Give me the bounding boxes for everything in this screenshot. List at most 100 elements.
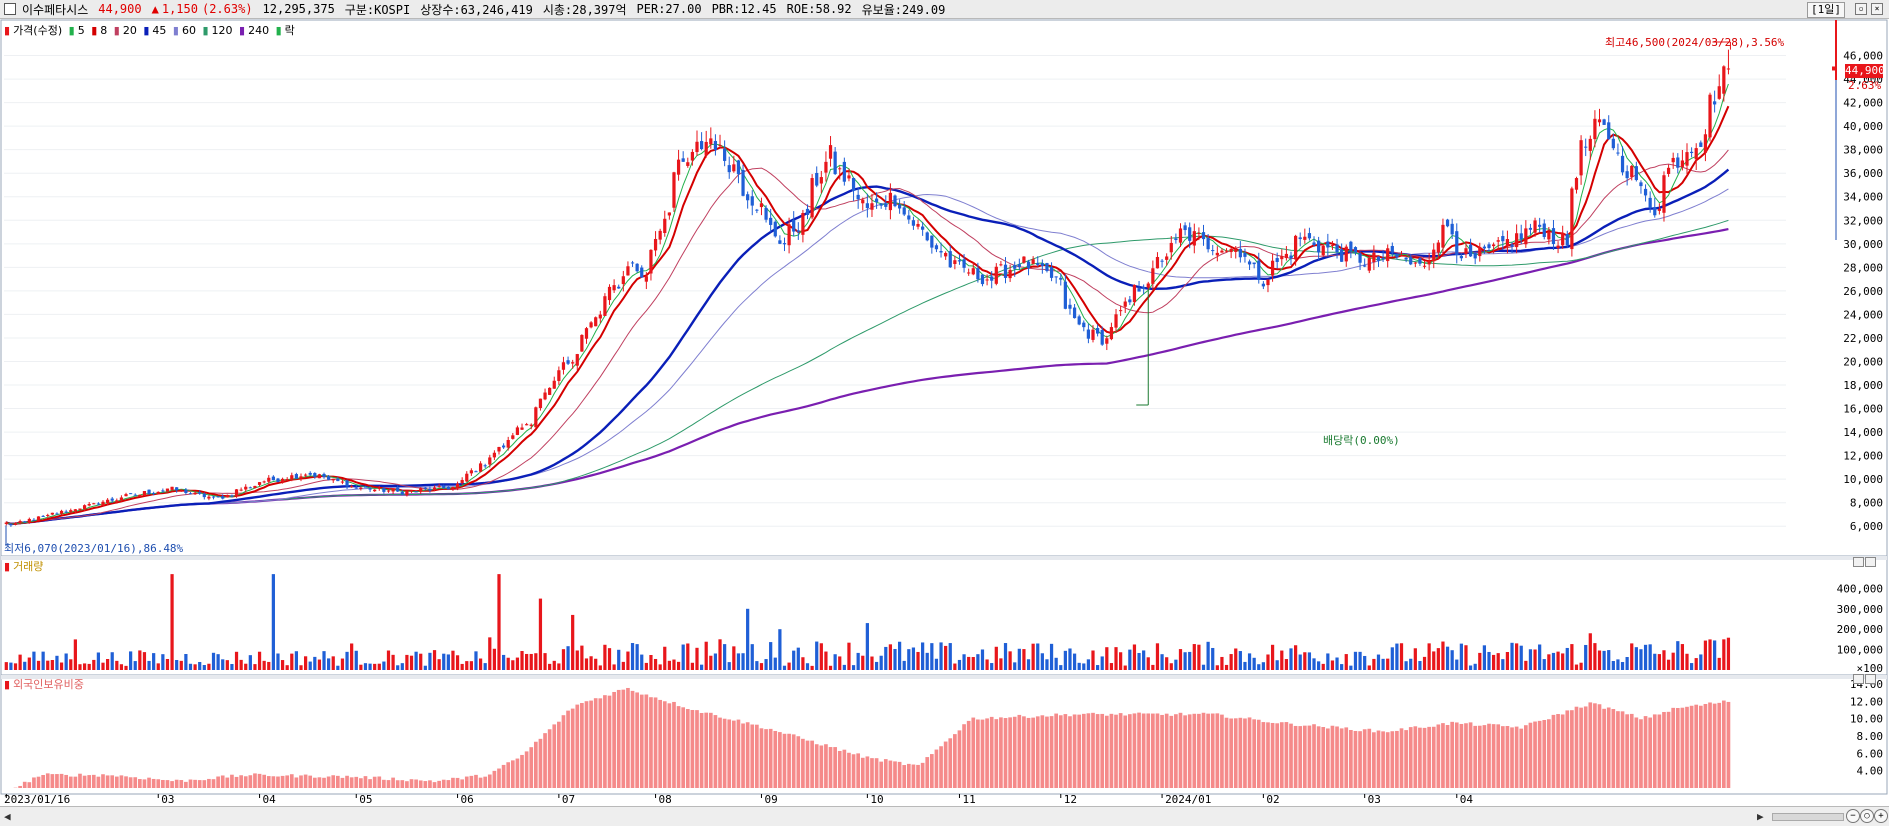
foreign-bar[interactable] [391,777,395,788]
volume-bar[interactable] [1266,654,1270,670]
volume-bar[interactable] [672,659,676,670]
volume-bar[interactable] [202,665,206,670]
volume-bar[interactable] [1201,664,1206,670]
candle-body[interactable] [649,249,653,274]
volume-bar[interactable] [396,665,400,670]
volume-bar[interactable] [529,653,533,670]
foreign-bar[interactable] [847,752,851,788]
candle-body[interactable] [198,492,202,494]
volume-bar[interactable] [718,639,722,670]
candle-body[interactable] [921,226,925,230]
foreign-bar[interactable] [41,774,45,788]
candle-body[interactable] [506,440,510,448]
candle-body[interactable] [308,472,312,475]
candle-body[interactable] [1409,257,1413,265]
foreign-bar[interactable] [1224,717,1229,788]
foreign-bar[interactable] [27,782,32,788]
foreign-bar[interactable] [497,768,501,788]
foreign-bar[interactable] [1597,704,1602,788]
foreign-bar[interactable] [1068,716,1072,788]
foreign-bar[interactable] [1404,730,1408,788]
volume-bar[interactable] [884,646,888,670]
foreign-bar[interactable] [828,747,833,788]
candle-body[interactable] [1169,242,1173,253]
volume-bar[interactable] [1713,640,1717,670]
volume-bar[interactable] [73,639,77,670]
foreign-bar[interactable] [953,734,957,788]
volume-bar[interactable] [313,656,317,670]
legend-foreign[interactable]: 외국인보유비중 [13,678,84,691]
candle-body[interactable] [9,523,13,526]
volume-bar[interactable] [626,651,630,670]
foreign-bar[interactable] [1376,730,1381,788]
candle-body[interactable] [1229,248,1233,253]
foreign-bar[interactable] [1035,716,1040,788]
volume-bar[interactable] [911,647,916,670]
candle-body[interactable] [1666,167,1671,174]
foreign-bar[interactable] [888,760,893,788]
foreign-bar[interactable] [1712,703,1717,788]
foreign-bar[interactable] [197,780,202,788]
foreign-bar[interactable] [156,779,161,788]
candle-body[interactable] [594,317,598,327]
volume-bar[interactable] [713,653,718,670]
foreign-bar[interactable] [193,779,197,788]
volume-bar[interactable] [1409,658,1413,670]
volume-bar[interactable] [1441,641,1445,670]
foreign-bar[interactable] [759,728,764,788]
volume-bar[interactable] [492,648,497,670]
candle-body[interactable] [1685,152,1689,166]
candle-body[interactable] [423,487,427,489]
volume-bar[interactable] [1561,653,1565,670]
volume-bar[interactable] [953,663,957,670]
foreign-bar[interactable] [36,776,41,788]
foreign-bar[interactable] [1514,726,1519,788]
volume-bar[interactable] [1063,650,1067,670]
legend-ma5[interactable]: 5 [77,24,85,37]
candle-body[interactable] [110,498,114,501]
candle-body[interactable] [1128,299,1132,303]
volume-bar[interactable] [1146,657,1150,670]
foreign-bar[interactable] [335,775,340,788]
volume-bar[interactable] [1353,651,1358,670]
candle-body[interactable] [18,521,22,523]
candle-body[interactable] [953,260,957,265]
foreign-bar[interactable] [1045,716,1049,788]
volume-bar[interactable] [653,658,658,670]
candle-body[interactable] [488,457,492,465]
foreign-bar[interactable] [165,780,170,788]
foreign-bar[interactable] [1666,711,1671,788]
candle-body[interactable] [1445,219,1450,227]
volume-bar[interactable] [1340,664,1344,670]
foreign-bar[interactable] [105,775,110,788]
candle-body[interactable] [1464,248,1468,255]
candle-body[interactable] [414,491,418,493]
volume-bar[interactable] [1261,662,1265,670]
volume-bar[interactable] [1293,645,1298,670]
volume-bar[interactable] [78,664,82,670]
candle-body[interactable] [879,203,883,206]
volume-bar[interactable] [368,663,372,670]
candle-body[interactable] [1386,248,1390,262]
candle-body[interactable] [1473,252,1477,259]
foreign-bar[interactable] [331,775,336,788]
volume-bar[interactable] [861,655,865,670]
candle-body[interactable] [382,488,386,492]
foreign-bar[interactable] [736,719,741,788]
volume-bar[interactable] [824,651,828,670]
candle-body[interactable] [1142,287,1146,289]
candle-body[interactable] [1353,247,1358,253]
foreign-bar[interactable] [188,779,193,788]
candle-body[interactable] [1422,265,1427,267]
foreign-bar[interactable] [289,774,294,788]
volume-bar[interactable] [594,658,598,670]
volume-bar[interactable] [409,655,414,670]
foreign-bar[interactable] [1160,714,1164,788]
foreign-bar[interactable] [515,758,520,788]
candle-body[interactable] [1026,261,1031,269]
candle-body[interactable] [1602,119,1606,125]
candle-body[interactable] [483,465,487,467]
volume-bar[interactable] [1450,650,1454,670]
foreign-bar[interactable] [1422,727,1427,788]
foreign-bar[interactable] [745,722,750,788]
